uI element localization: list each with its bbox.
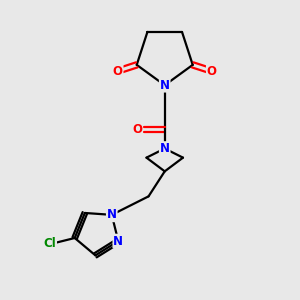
Text: N: N bbox=[160, 142, 170, 155]
Text: O: O bbox=[207, 64, 217, 78]
Text: N: N bbox=[113, 235, 123, 248]
Text: O: O bbox=[132, 123, 142, 136]
Text: Cl: Cl bbox=[44, 237, 56, 250]
Text: O: O bbox=[113, 64, 123, 78]
Text: N: N bbox=[107, 208, 117, 221]
Text: N: N bbox=[160, 79, 170, 92]
